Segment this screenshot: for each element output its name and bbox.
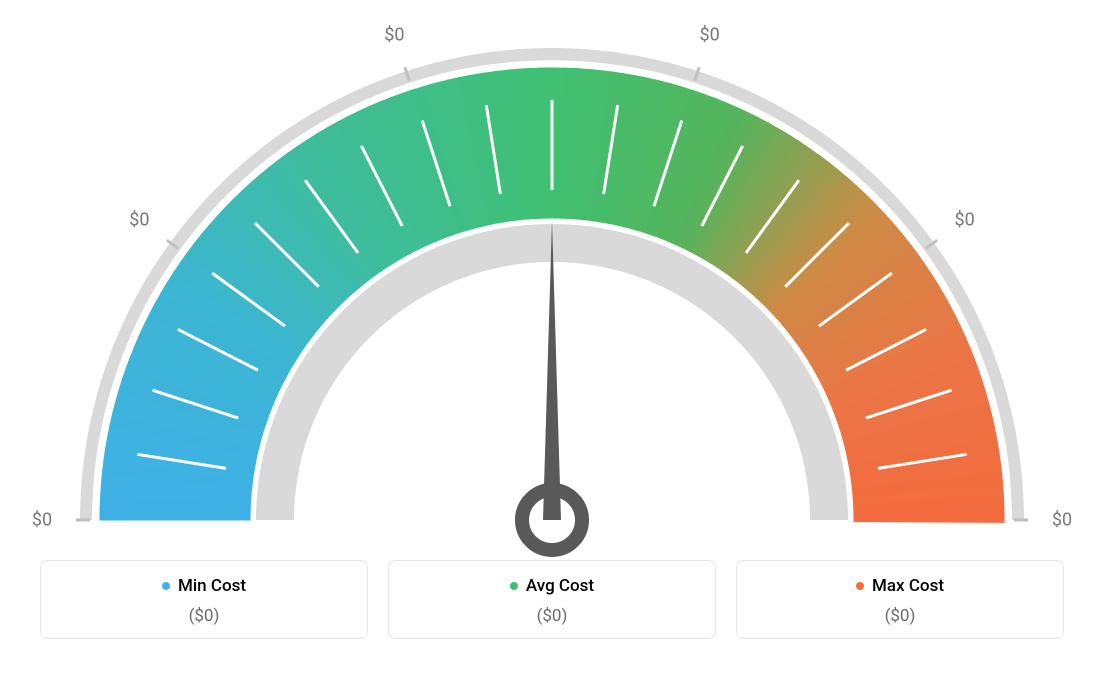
legend-value-max: ($0) xyxy=(747,606,1053,626)
legend-value-min: ($0) xyxy=(51,606,357,626)
legend-title-max: Max Cost xyxy=(856,576,944,596)
gauge-tick-label: $0 xyxy=(699,24,719,45)
legend-dot-max xyxy=(856,582,864,590)
legend-title-avg: Avg Cost xyxy=(510,576,594,596)
gauge-tick-label: $0 xyxy=(129,210,149,231)
legend-title-min: Min Cost xyxy=(162,576,246,596)
legend-card-avg: Avg Cost ($0) xyxy=(388,560,716,639)
legend-dot-min xyxy=(162,582,170,590)
gauge-svg xyxy=(0,0,1104,560)
legend-row: Min Cost ($0) Avg Cost ($0) Max Cost ($0… xyxy=(0,560,1104,639)
legend-value-avg: ($0) xyxy=(399,606,705,626)
gauge-tick-label: $0 xyxy=(954,210,974,231)
gauge-tick-label: $0 xyxy=(1052,510,1072,531)
legend-label-min: Min Cost xyxy=(178,576,246,596)
gauge-tick-label: $0 xyxy=(32,510,52,531)
gauge-tick-label: $0 xyxy=(384,24,404,45)
legend-card-max: Max Cost ($0) xyxy=(736,560,1064,639)
legend-dot-avg xyxy=(510,582,518,590)
legend-label-avg: Avg Cost xyxy=(526,576,594,596)
legend-card-min: Min Cost ($0) xyxy=(40,560,368,639)
gauge-chart: $0 $0 $0 $0 $0 $0 xyxy=(0,0,1104,560)
legend-label-max: Max Cost xyxy=(872,576,944,596)
